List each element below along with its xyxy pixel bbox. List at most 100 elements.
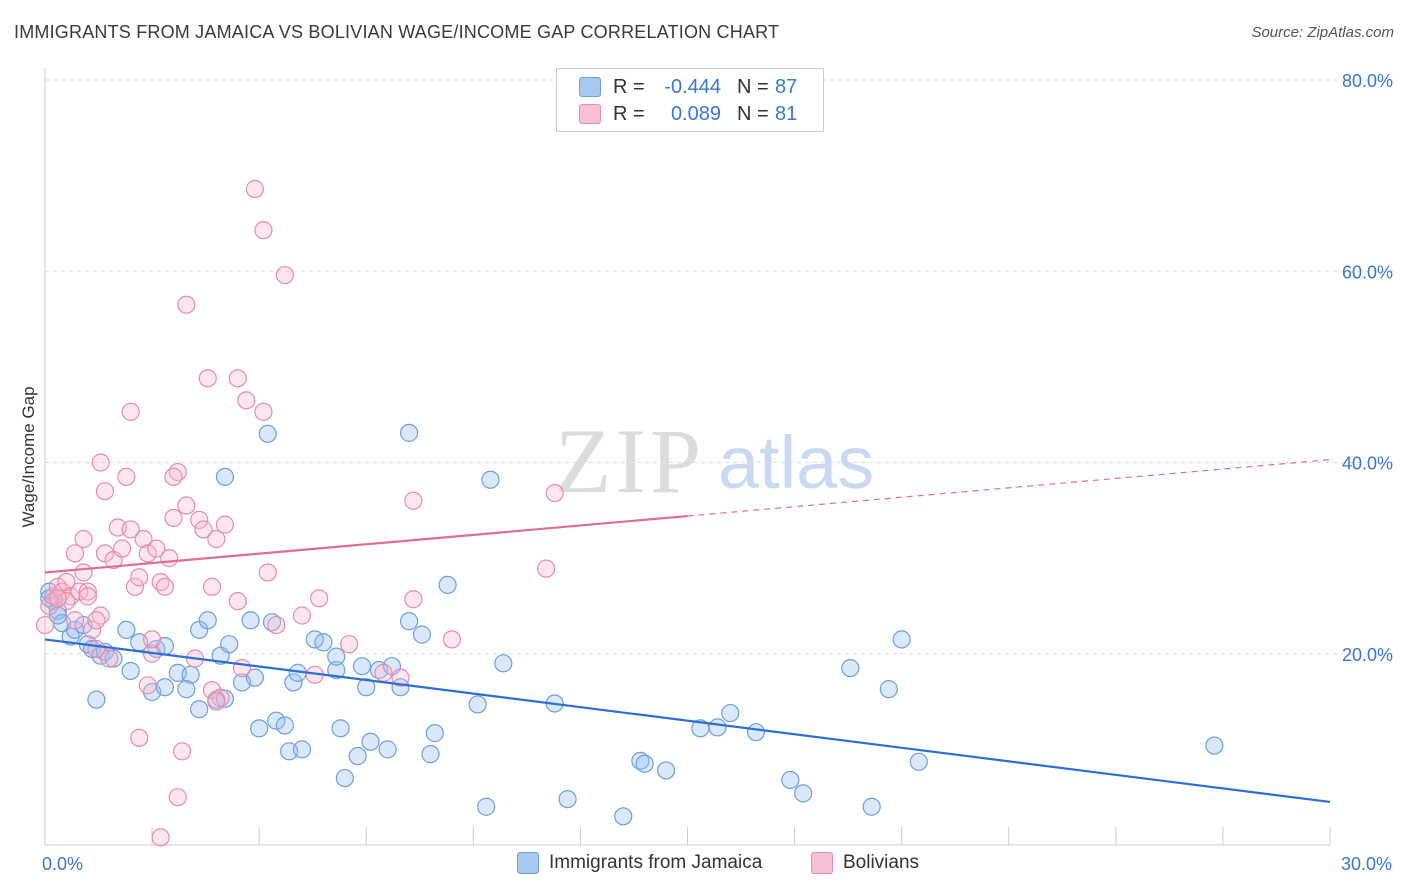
legend-n-label: N = — [737, 102, 769, 125]
point-jamaica — [477, 797, 496, 816]
point-bolivians — [177, 496, 196, 515]
point-jamaica — [314, 633, 333, 652]
point-jamaica — [190, 700, 209, 719]
trend-line-bolivians-extension — [687, 459, 1331, 517]
point-bolivians — [142, 630, 162, 649]
point-jamaica — [399, 612, 419, 631]
point-bolivians — [35, 615, 55, 635]
point-jamaica — [438, 575, 457, 595]
point-jamaica — [412, 625, 432, 644]
point-bolivians — [190, 510, 209, 529]
point-jamaica — [558, 789, 577, 809]
point-jamaica — [275, 716, 294, 735]
point-jamaica — [481, 470, 500, 489]
point-jamaica — [241, 611, 260, 630]
point-jamaica — [378, 740, 397, 759]
point-bolivians — [74, 529, 93, 549]
point-jamaica — [335, 768, 354, 788]
point-bolivians — [78, 587, 97, 606]
point-jamaica — [348, 746, 367, 766]
point-jamaica — [892, 630, 911, 649]
legend: R = -0.444 N = 87 R = 0.089 N = 81 — [556, 68, 824, 132]
watermark-zip: ZIP — [555, 410, 705, 512]
gridlines — [45, 79, 1395, 655]
legend-swatch-bolivians — [579, 104, 601, 124]
legend-r-value: 0.089 — [670, 102, 721, 125]
trend-lines — [44, 459, 1331, 804]
point-jamaica — [841, 658, 860, 678]
point-bolivians — [65, 611, 85, 630]
x-tick-label: 0.0% — [42, 854, 83, 874]
point-jamaica — [862, 797, 881, 816]
y-tick-label: 80.0% — [1342, 71, 1393, 91]
point-bolivians — [164, 467, 183, 486]
point-jamaica — [327, 647, 346, 666]
point-jamaica — [250, 719, 269, 738]
point-bolivians — [160, 549, 179, 568]
point-jamaica — [215, 467, 234, 486]
point-jamaica — [421, 745, 440, 764]
point-bolivians — [254, 402, 273, 421]
point-jamaica — [177, 680, 196, 699]
legend-r-label: R = — [613, 75, 645, 98]
point-bolivians — [245, 179, 264, 199]
tick-labels: 80.0% 60.0% 40.0% 20.0% 0.0% 30.0% — [42, 71, 1393, 874]
point-bolivians — [91, 453, 110, 472]
point-bolivians — [340, 635, 359, 654]
point-jamaica — [258, 424, 277, 443]
point-bolivians — [121, 520, 140, 539]
point-bolivians — [194, 520, 213, 539]
point-bolivians — [117, 467, 136, 486]
trend-line-bolivians — [44, 514, 688, 574]
point-jamaica — [879, 680, 898, 699]
point-bolivians — [121, 402, 140, 421]
point-jamaica — [468, 695, 487, 714]
point-bolivians — [292, 606, 312, 625]
point-bolivians — [138, 676, 157, 695]
legend-n-value: 81 — [775, 102, 798, 125]
point-jamaica — [352, 657, 372, 676]
point-bolivians — [112, 539, 132, 558]
point-bolivians — [138, 544, 157, 563]
legend-n-label: N = — [737, 75, 769, 98]
point-bolivians — [87, 611, 106, 630]
legend-r-value: -0.444 — [664, 75, 721, 98]
bottom-legend-swatch-jamaica — [517, 852, 539, 874]
point-jamaica — [494, 654, 513, 673]
point-jamaica — [117, 620, 136, 639]
point-bolivians — [100, 649, 119, 668]
point-jamaica — [327, 660, 346, 680]
bottom-legend-label-jamaica: Immigrants from Jamaica — [549, 852, 763, 873]
point-bolivians — [177, 295, 196, 314]
point-bolivians — [65, 544, 85, 563]
point-bolivians — [391, 668, 410, 687]
point-bolivians — [78, 582, 97, 601]
point-bolivians — [215, 515, 234, 534]
legend-n-value: 87 — [775, 75, 798, 98]
bottom-legend-jamaica: Immigrants from Jamaica — [517, 852, 762, 874]
point-jamaica — [292, 740, 312, 759]
y-tick-label: 20.0% — [1342, 645, 1393, 665]
source-label: Source: ZipAtlas.com — [1251, 24, 1394, 41]
point-bolivians — [202, 577, 222, 596]
point-bolivians — [258, 563, 277, 582]
point-bolivians — [267, 615, 286, 635]
legend-swatch-jamaica — [579, 77, 601, 97]
point-bolivians — [172, 742, 192, 761]
axes — [44, 68, 1331, 846]
point-bolivians — [310, 589, 329, 608]
point-jamaica — [635, 754, 654, 773]
y-tick-label: 40.0% — [1342, 454, 1393, 474]
point-bolivians — [537, 559, 556, 578]
point-bolivians — [545, 484, 564, 503]
point-bolivians — [155, 577, 175, 596]
point-jamaica — [155, 678, 175, 697]
point-jamaica — [284, 673, 303, 692]
point-bolivians — [95, 482, 115, 501]
point-jamaica — [399, 423, 419, 442]
point-bolivians — [74, 563, 93, 582]
point-jamaica — [220, 635, 239, 654]
point-bolivians — [404, 590, 423, 609]
watermark-atlas: atlas — [718, 421, 874, 504]
